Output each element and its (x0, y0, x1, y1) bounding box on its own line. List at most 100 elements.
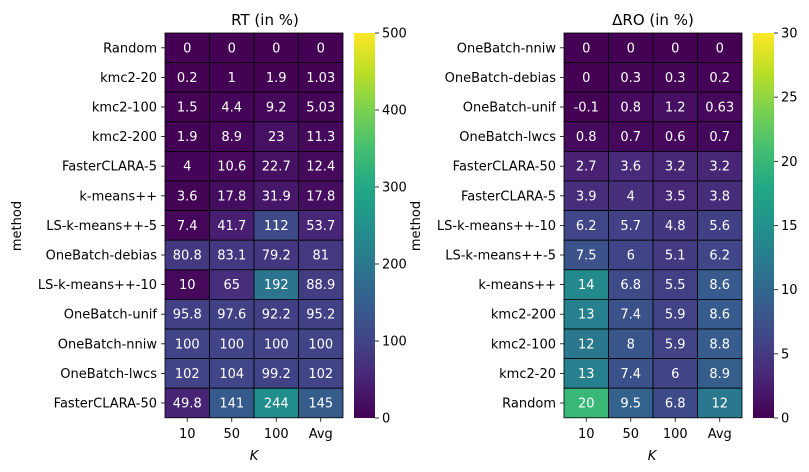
cell-value-label: 3.2 (709, 160, 730, 175)
y-tick-label-kmc2-20: kmc2-20 (499, 367, 556, 382)
y-tick-label-kmc2-100: kmc2-100 (491, 337, 556, 352)
cell-value-label: 1.5 (177, 101, 198, 116)
cell-value-label: 8.9 (221, 130, 242, 145)
y-tick-label-kmc2-200: kmc2-200 (92, 130, 157, 145)
heatmap-cell-rt (164, 387, 210, 419)
cell-value-label: 244 (264, 397, 289, 412)
cell-value-label: 6 (671, 367, 679, 382)
y-tick-label-onebatch-nniw: OneBatch-nniw (457, 41, 557, 56)
heatmap-cell-delta-ro (697, 298, 743, 330)
heatmap-cell-rt (253, 210, 299, 241)
cell-value-label: 0 (183, 41, 191, 56)
cell-value-label: 104 (219, 367, 244, 382)
cell-value-label: 6.8 (665, 397, 686, 412)
cell-value-label: 4.8 (665, 219, 686, 234)
heatmap-cell-delta-ro (652, 180, 698, 212)
cell-value-label: 22.7 (262, 160, 291, 175)
cell-value-label: 9.2 (266, 101, 287, 116)
heatmap-cell-delta-ro (652, 328, 698, 360)
cell-value-label: 17.8 (306, 189, 335, 204)
x-tick-label-10: 10 (578, 427, 595, 442)
colorbar-tick-label: 400 (382, 104, 407, 119)
heatmap-cell-delta-ro (697, 62, 743, 93)
colorbar-tick-label: 100 (382, 335, 407, 350)
heatmap-cell-delta-ro (608, 269, 654, 300)
cell-value-label: 65 (223, 278, 240, 293)
heatmap-cell-rt (209, 32, 255, 64)
heatmap-cell-rt (164, 180, 210, 212)
x-axis-label-delta-ro: K (648, 449, 658, 464)
heatmap-cell-delta-ro (608, 387, 654, 419)
cell-value-label: 3.9 (576, 189, 597, 204)
cell-value-label: 1.9 (177, 130, 198, 145)
cell-value-label: 13 (578, 367, 595, 382)
y-tick-label-ls-k-means-10: LS-k-means++-10 (437, 219, 556, 234)
heatmap-cell-rt (298, 32, 344, 64)
heatmap-cell-rt (164, 358, 210, 389)
y-tick-label-onebatch-lwcs: OneBatch-lwcs (60, 367, 157, 382)
cell-value-label: 8 (627, 337, 635, 352)
cell-value-label: 49.8 (173, 397, 202, 412)
y-tick-label-onebatch-nniw: OneBatch-nniw (58, 337, 158, 352)
y-tick-label-kmc2-200: kmc2-200 (491, 308, 556, 323)
cell-value-label: 5.9 (665, 337, 686, 352)
cell-value-label: 88.9 (306, 278, 335, 293)
cell-value-label: 14 (578, 278, 595, 293)
cell-value-label: 1 (228, 71, 236, 86)
y-tick-label-k-means: k-means++ (79, 189, 157, 204)
x-tick-label-avg: Avg (309, 427, 333, 442)
cell-value-label: 20 (578, 397, 595, 412)
heatmap-cell-delta-ro (697, 180, 743, 212)
heatmap-cell-rt (209, 328, 255, 360)
cell-value-label: 81 (312, 249, 329, 264)
cell-value-label: 100 (175, 337, 200, 352)
cell-value-label: 0 (272, 41, 280, 56)
cell-value-label: 3.5 (665, 189, 686, 204)
heatmap-cell-rt (209, 91, 255, 123)
colorbar-tick-label: 500 (382, 27, 407, 42)
cell-value-label: 1.03 (306, 71, 335, 86)
x-tick-label-10: 10 (179, 427, 196, 442)
cell-value-label: 13 (578, 308, 595, 323)
cell-value-label: 4.4 (221, 101, 242, 116)
heatmap-cell-rt (209, 387, 255, 419)
heatmap-cell-rt (253, 358, 299, 389)
x-tick-label-50: 50 (223, 427, 240, 442)
heatmap-cell-delta-ro (697, 150, 743, 182)
cell-value-label: 141 (219, 397, 244, 412)
cell-value-label: 0 (627, 41, 635, 56)
cell-value-label: 83.1 (217, 249, 246, 264)
cell-value-label: 7.5 (576, 249, 597, 264)
y-tick-label-kmc2-20: kmc2-20 (100, 71, 157, 86)
heatmap-cell-delta-ro (608, 91, 654, 123)
cell-value-label: 8.8 (709, 337, 730, 352)
heatmap-cell-rt (209, 150, 255, 182)
heatmap-cell-rt (164, 32, 210, 64)
cell-value-label: 95.8 (173, 308, 202, 323)
y-tick-label-onebatch-unif: OneBatch-unif (463, 101, 557, 116)
cell-value-label: 3.2 (665, 160, 686, 175)
cell-value-label: 80.8 (173, 249, 202, 264)
heatmap-cell-delta-ro (563, 269, 609, 300)
heatmap-cell-rt (298, 180, 344, 212)
heatmap-cell-rt (253, 387, 299, 419)
heatmap-cell-delta-ro (563, 91, 609, 123)
cell-value-label: 10 (179, 278, 196, 293)
heatmap-cell-rt (164, 239, 210, 271)
cell-value-label: -0.1 (574, 101, 599, 116)
colorbar-tick-label: 5 (781, 347, 789, 362)
heatmap-cell-rt (209, 62, 255, 93)
cell-value-label: 99.2 (262, 367, 291, 382)
heatmap-cell-delta-ro (697, 32, 743, 64)
cell-value-label: 6.8 (620, 278, 641, 293)
cell-value-label: 0 (582, 71, 590, 86)
cell-value-label: 41.7 (217, 219, 246, 234)
cell-value-label: 100 (308, 337, 333, 352)
y-tick-label-random: Random (103, 41, 157, 56)
heatmap-cell-delta-ro (563, 239, 609, 271)
y-tick-label-fasterclara-50: FasterCLARA-50 (453, 160, 556, 175)
cell-value-label: 0.6 (665, 130, 686, 145)
heatmap-cell-rt (298, 121, 344, 152)
heatmap-cell-rt (298, 150, 344, 182)
cell-value-label: 92.2 (262, 308, 291, 323)
